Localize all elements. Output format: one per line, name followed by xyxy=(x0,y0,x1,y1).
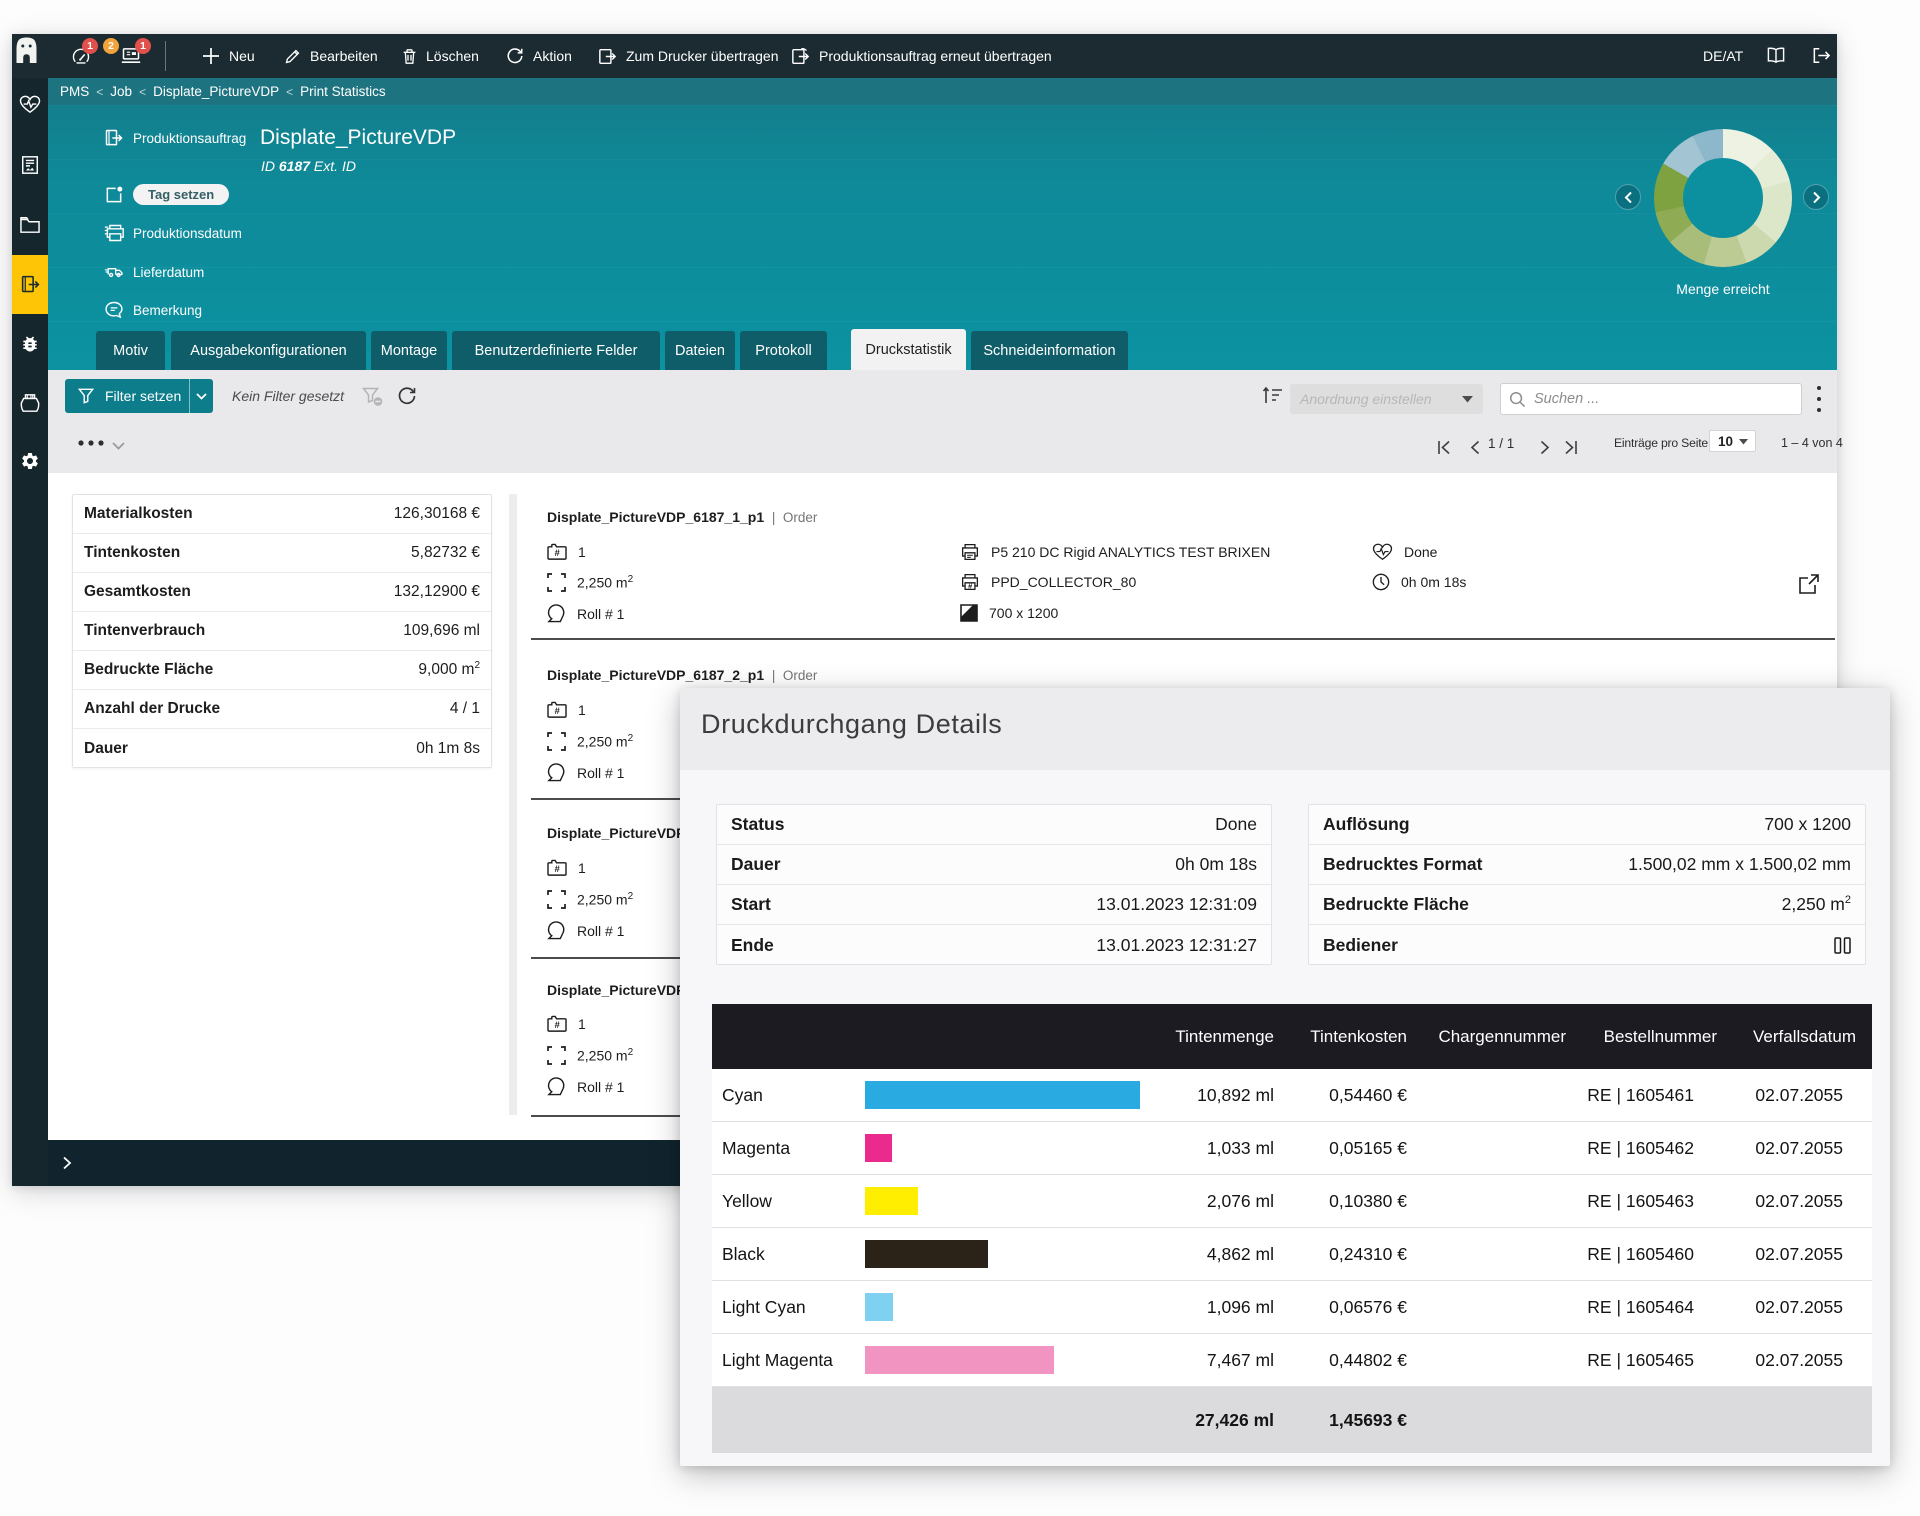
svg-text:#: # xyxy=(968,581,973,590)
svg-text:#: # xyxy=(554,706,560,717)
svg-text:#: # xyxy=(554,548,560,559)
svg-text:#: # xyxy=(554,864,560,875)
svg-text:#: # xyxy=(554,1020,560,1031)
